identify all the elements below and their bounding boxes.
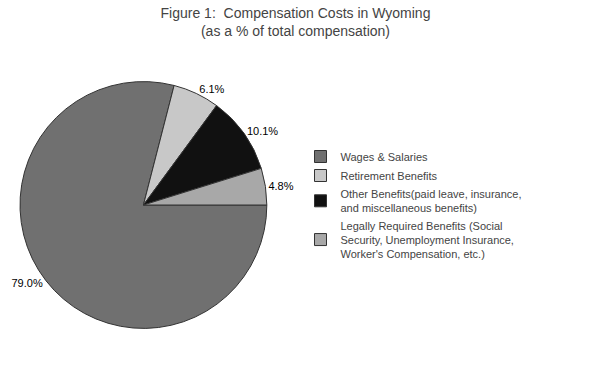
svg-text:79.0%: 79.0% bbox=[11, 277, 42, 289]
svg-text:Figure 1: Compensation Costs: Figure 1: Compensation Costs in Wyoming(… bbox=[161, 5, 431, 39]
svg-text:Other Benefits(paid leave, ins: Other Benefits(paid leave, insurance,and… bbox=[341, 188, 522, 214]
svg-text:10.1%: 10.1% bbox=[247, 125, 278, 137]
svg-text:4.8%: 4.8% bbox=[268, 180, 293, 192]
svg-text:Legally Required Benefits (Soc: Legally Required Benefits (SocialSecurit… bbox=[341, 220, 514, 261]
svg-text:6.1%: 6.1% bbox=[199, 83, 224, 95]
svg-text:Wages & Salaries: Wages & Salaries bbox=[341, 151, 429, 163]
svg-text:Retirement Benefits: Retirement Benefits bbox=[341, 170, 438, 182]
